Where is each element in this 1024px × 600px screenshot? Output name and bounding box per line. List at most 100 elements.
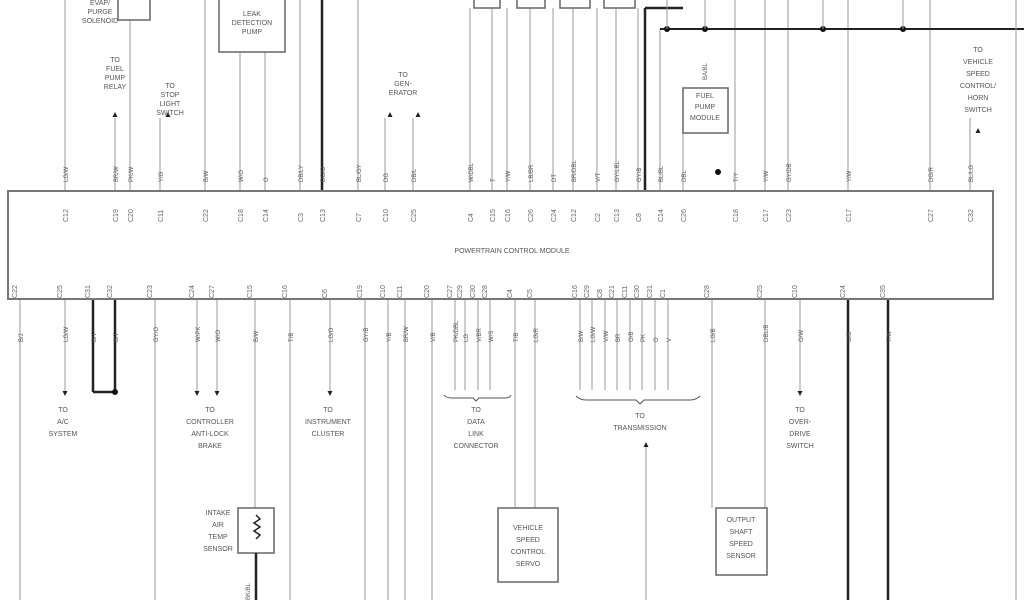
to-controller-anti-lock-brake: BRAKE — [198, 443, 222, 450]
evap-label: PURGE — [88, 9, 113, 16]
top-wire-label: Y/W — [847, 170, 853, 182]
to-fuel-pump-relay: TO — [110, 57, 120, 64]
bottom-wire-label: O/B — [847, 332, 853, 342]
output-shaft-sensor-label: OUTPUT — [727, 517, 757, 524]
to-data-link-connector: TO — [471, 407, 481, 414]
bottom-pin-label: C31 — [647, 285, 654, 298]
to-stop-light-switch: SWITCH — [156, 110, 184, 117]
bottom-wire-label: BR — [616, 333, 622, 342]
to-fuel-pump-relay: RELAY — [104, 84, 127, 91]
bottom-wire-label: V/BR — [477, 327, 483, 342]
top-pin-label: C25 — [411, 209, 418, 222]
relay-box — [559, 0, 591, 9]
to-instrument-cluster: TO — [323, 407, 333, 414]
to-overdrive-switch: OVER- — [789, 419, 812, 426]
top-pin-label: C17 — [763, 209, 770, 222]
bottom-pin-label: C29 — [457, 285, 464, 298]
top-pin-label: C32 — [968, 209, 975, 222]
top-pin-label: C12 — [571, 209, 578, 222]
bottom-pin-label: C25 — [757, 285, 764, 298]
top-wire-label: LG/W — [64, 166, 70, 182]
bottom-pin-label: C24 — [840, 285, 847, 298]
relay-box — [516, 0, 546, 9]
top-pin-label: C14 — [658, 209, 665, 222]
servo-label: CONTROL — [511, 549, 545, 556]
pcm-box — [7, 190, 994, 300]
bottom-pin-label: C25 — [57, 285, 64, 298]
output-shaft-sensor-label: SPEED — [729, 541, 753, 548]
top-wire-label: BR/W — [114, 166, 120, 182]
bottom-pin-label: C16 — [282, 285, 289, 298]
leak-pump-label: DETECTION — [232, 20, 272, 27]
bottom-pin-label: C19 — [357, 285, 364, 298]
top-wire-label: DB/L — [412, 168, 418, 182]
to-controller-anti-lock-brake: ANTI-LOCK — [191, 431, 229, 438]
to-ac-system: A/C — [57, 419, 69, 426]
to-data-link-connector: CONNECTOR — [454, 443, 499, 450]
leak-detection-pump-box — [218, 0, 286, 53]
to-controller-anti-lock-brake: TO — [205, 407, 215, 414]
bottom-wire-label: T/W — [887, 331, 893, 342]
leak-pump-label: LEAK — [243, 11, 261, 18]
fuel-pump-module-wire-label: BA/BL — [703, 62, 709, 80]
to-instrument-cluster: INSTRUMENT — [305, 419, 352, 426]
bottom-wire-label: BR/W — [404, 326, 410, 342]
top-wire-label: T/Y — [734, 173, 740, 182]
to-generator: ERATOR — [389, 90, 418, 97]
bottom-pin-label: C11 — [622, 286, 629, 298]
bottom-pin-label: C4 — [507, 289, 514, 298]
top-pin-label: C7 — [356, 213, 363, 222]
bottom-pin-label: C5 — [527, 289, 534, 298]
arrow-up-icon — [165, 112, 171, 117]
thermistor-icon — [252, 514, 262, 540]
to-stop-light-switch: LIGHT — [160, 101, 181, 108]
top-pin-label: C19 — [113, 209, 120, 222]
top-wire-label: BR/DBL — [572, 160, 578, 182]
top-wire-label: DG — [384, 173, 390, 182]
bottom-wire-label: B/W — [254, 330, 260, 342]
arrow-up-icon — [112, 112, 118, 117]
servo-label: SPEED — [516, 537, 540, 544]
bottom-wire-label: LG/W — [591, 326, 597, 342]
output-shaft-speed-sensor-box — [715, 507, 768, 576]
top-wire-label: PK/W — [129, 166, 135, 182]
servo-label: VEHICLE — [513, 525, 543, 532]
top-wire-label: DB/LY — [299, 165, 305, 182]
bottom-pin-label: C24 — [189, 285, 196, 298]
evap-label: SOLENOID — [82, 18, 118, 25]
top-pin-label: C27 — [928, 209, 935, 222]
bottom-wire-label: DBL/B — [764, 325, 770, 342]
bottom-pin-label: C6 — [322, 289, 329, 298]
arrow-down-icon — [62, 391, 68, 396]
top-pin-label: C13 — [614, 209, 621, 222]
top-pin-label: C2 — [595, 213, 602, 222]
wires — [19, 0, 1024, 600]
arrow-up-icon — [387, 112, 393, 117]
top-wire-label: O — [264, 177, 270, 182]
vehicle-speed-control-servo-box — [497, 507, 559, 583]
to-ac-system: TO — [58, 407, 68, 414]
to-generator: GEN- — [394, 81, 412, 88]
fuel-pump-module-box — [682, 87, 729, 134]
to-fuel-pump-relay: PUMP — [105, 75, 126, 82]
to-overdrive-switch: TO — [795, 407, 805, 414]
bottom-wire-label: V/B — [431, 332, 437, 342]
fuel-pump-module-label: MODULE — [690, 115, 720, 122]
top-wire-label: Y/W — [506, 170, 512, 182]
to-transmission: TO — [635, 413, 645, 420]
relay-box — [473, 0, 501, 9]
to-vehicle-speed-control-horn-switch: SPEED — [966, 71, 990, 78]
arrow-down-icon — [327, 391, 333, 396]
fuel-pump-module-label: PUMP — [695, 104, 716, 111]
bottom-wire-label: B/T — [114, 332, 120, 342]
bottom-pin-label: C22 — [12, 285, 19, 298]
top-pin-label: C13 — [320, 209, 327, 222]
to-controller-anti-lock-brake: CONTROLLER — [186, 419, 234, 426]
iat-wire-label: BK/BL — [246, 582, 252, 600]
bottom-wire-label: V — [667, 338, 673, 342]
bottom-wire-label: B/T — [92, 332, 98, 342]
intake-air-temp-label: TEMP — [208, 534, 228, 541]
splice-dot — [112, 389, 118, 395]
top-wire-label: BL/GY — [357, 164, 363, 182]
to-stop-light-switch: STOP — [161, 92, 180, 99]
